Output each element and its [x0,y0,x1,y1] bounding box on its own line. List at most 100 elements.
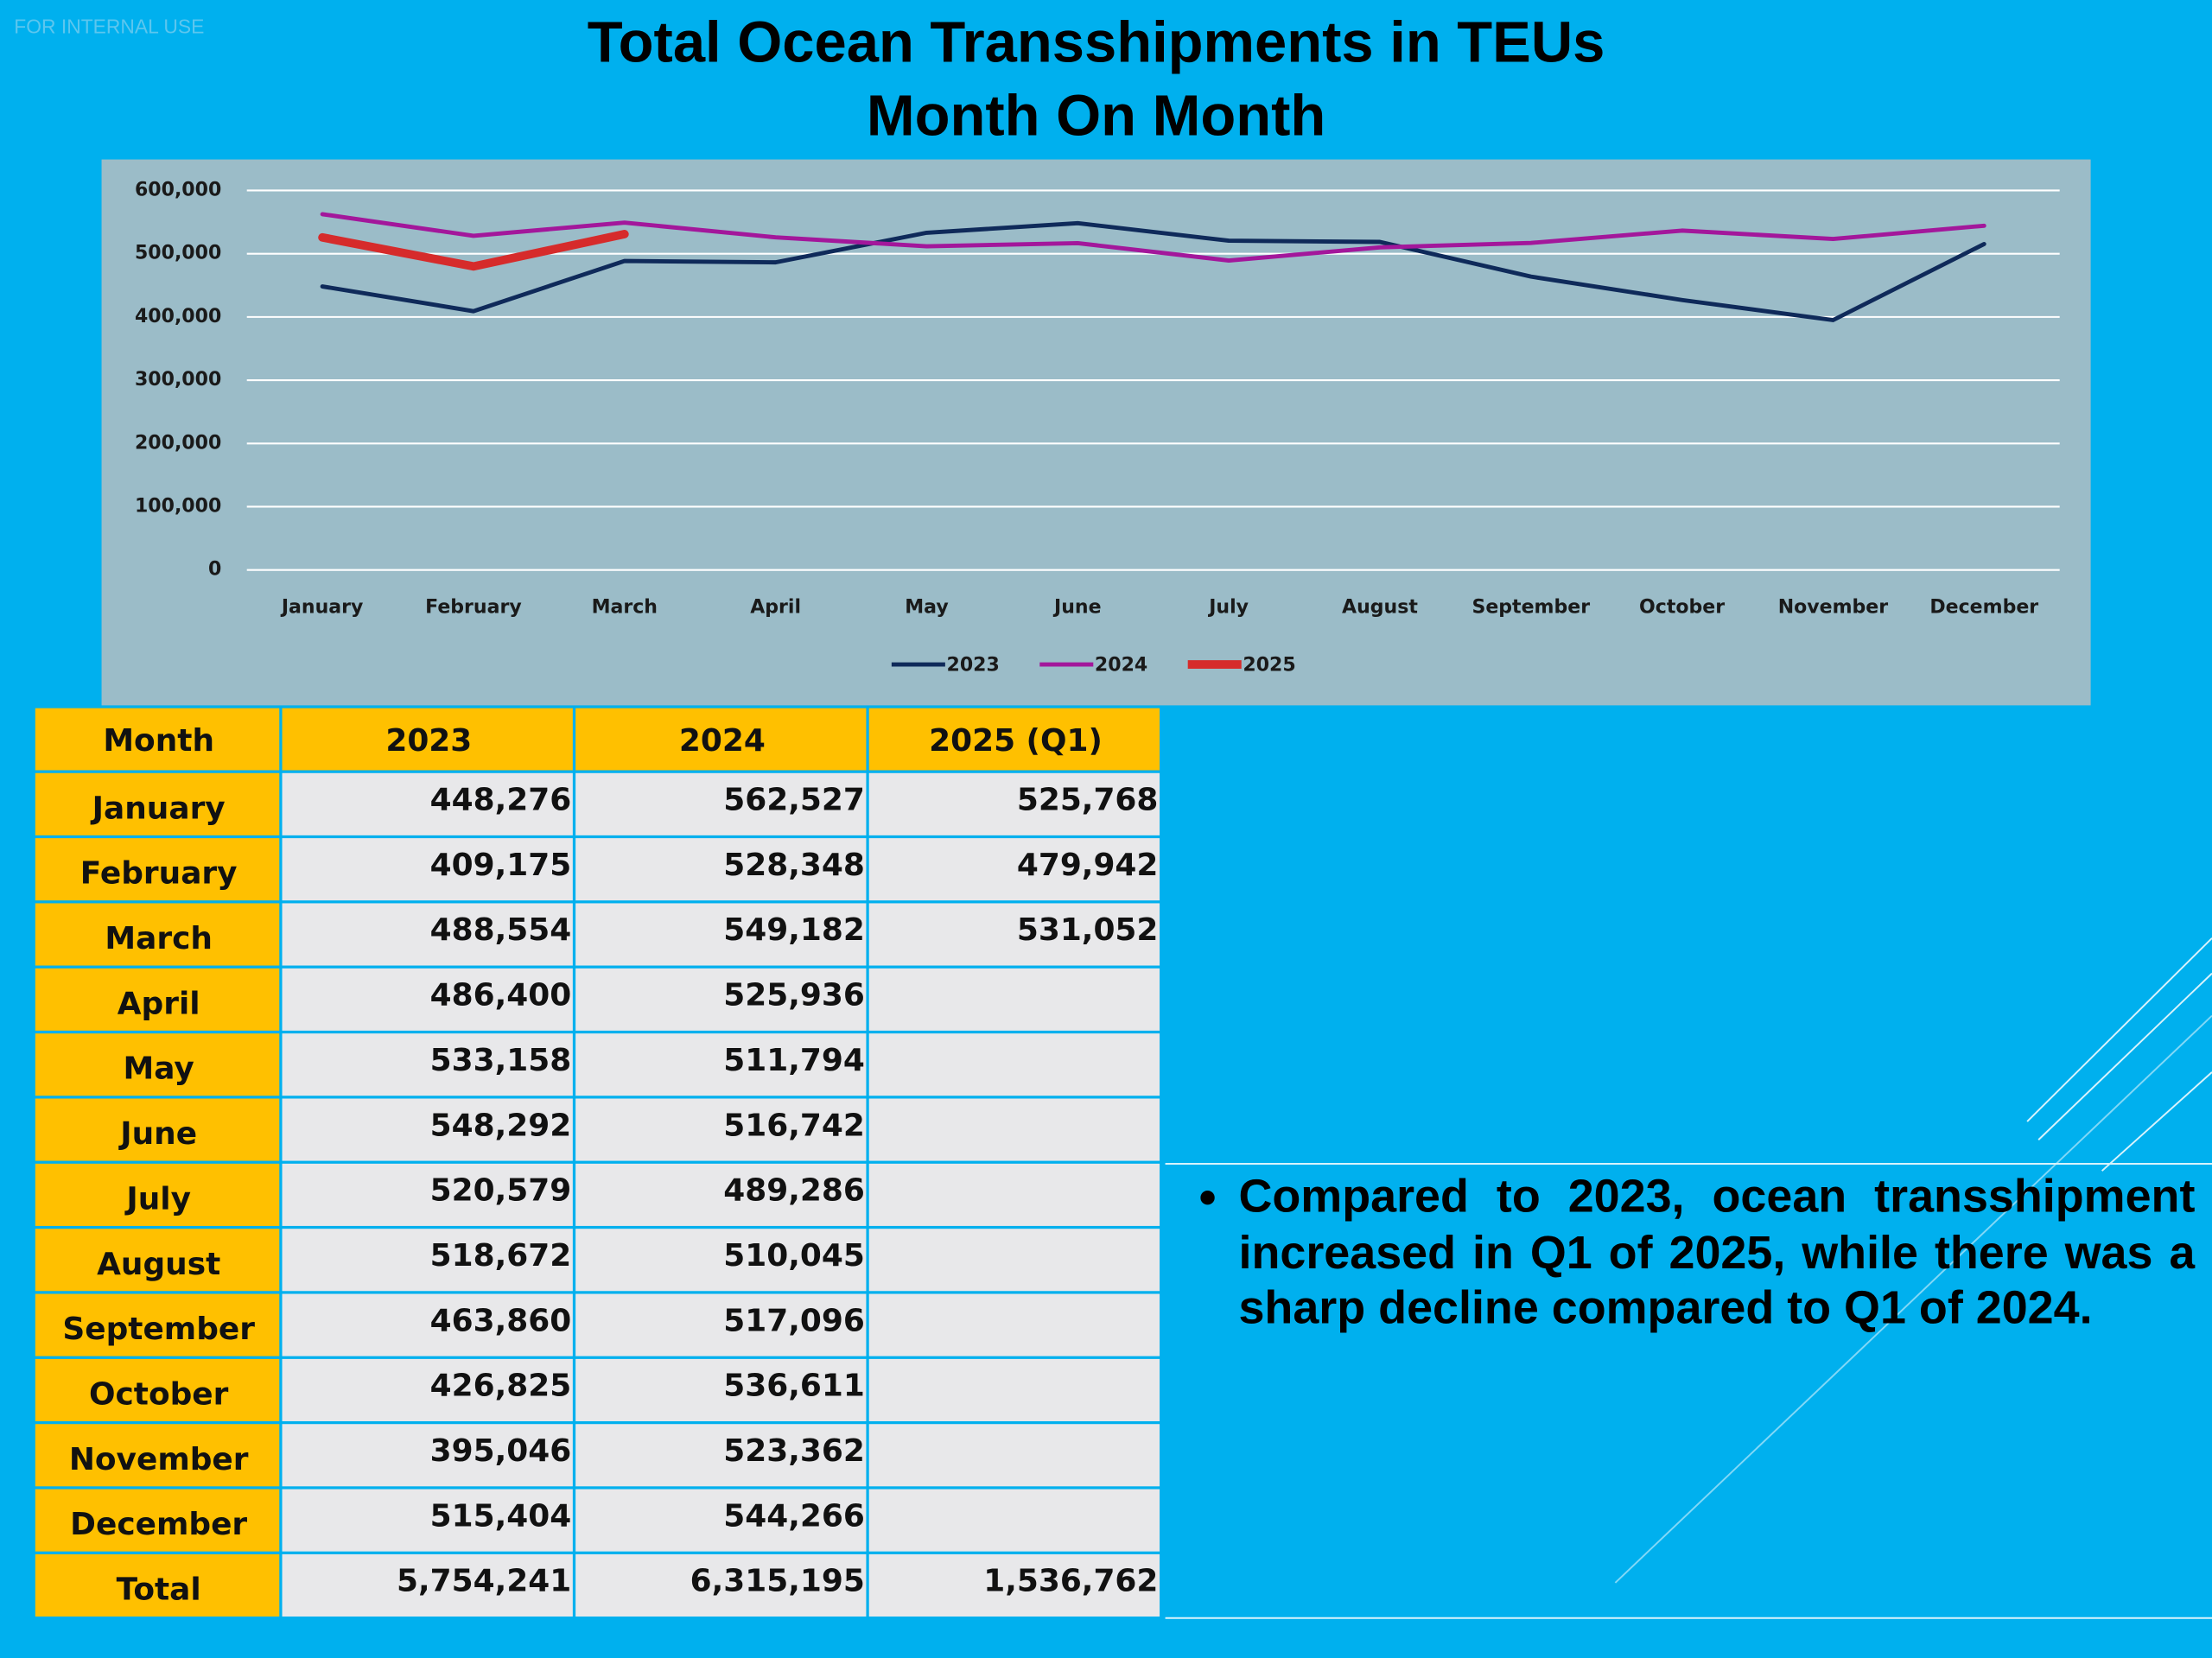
row-label: March [105,921,213,956]
table-cell [35,772,280,835]
cell-value: 516,742 [723,1108,865,1143]
table-cell [868,1163,1160,1226]
table-cell [282,772,573,835]
row-label: February [80,856,238,892]
header-label: 2024 [679,723,766,759]
cell-value: 510,045 [723,1238,865,1274]
table-cell [35,1229,280,1292]
table-cell [282,838,573,901]
x-tick-label: February [425,597,522,619]
table-cell [575,1489,867,1552]
row-label: November [69,1442,249,1477]
table-cell [575,1229,867,1292]
cell-value: 531,052 [1017,912,1159,948]
bullet-text: Compared to 2023, ocean transshipment in… [1238,1168,2195,1335]
table-cell [575,1293,867,1356]
cell-value: 486,400 [430,978,572,1013]
table-cell [868,1553,1160,1617]
table-cell [868,903,1160,966]
cell-value: 409,175 [430,848,572,883]
row-label: August [97,1247,220,1282]
cell-value: 548,292 [430,1108,572,1143]
x-tick-label: September [1471,597,1590,619]
table-cell [35,1293,280,1356]
x-tick-label: August [1342,597,1418,619]
row-label: Total [117,1572,201,1607]
cell-value: 523,362 [723,1433,865,1469]
table-cell [35,1489,280,1552]
x-tick-label: June [1052,597,1102,619]
bullet-box: Compared to 2023, ocean transshipment in… [1179,1168,2196,1451]
table-cell [35,968,280,1031]
table-cell [35,838,280,901]
cell-value: 479,942 [1017,848,1159,883]
table-cell [868,968,1160,1031]
table-cell [282,1553,573,1617]
table-cell [575,1163,867,1226]
table-cell [575,968,867,1031]
table-cell [868,838,1160,901]
table-cell [35,1358,280,1421]
table-cell [282,1033,573,1096]
x-tick-label: April [750,597,801,619]
cell-value: 511,794 [723,1043,865,1078]
y-tick-label: 300,000 [135,369,221,391]
cell-value: 5,754,241 [397,1564,571,1599]
header-cell [575,708,867,771]
table-cell [35,1098,280,1161]
row-label: June [118,1116,197,1152]
table-cell [575,772,867,835]
table-cell [35,903,280,966]
header-label: 2025 (Q1) [929,723,1103,759]
bullet-list: Compared to 2023, ocean transshipment in… [1179,1168,2195,1335]
table-cell [575,1553,867,1617]
table-cell [35,1033,280,1096]
table-cell [282,1098,573,1161]
header-cell [868,708,1160,771]
cell-value: 525,768 [1017,783,1159,818]
table-cell [35,1553,280,1617]
x-tick-label: November [1778,597,1889,619]
table-cell [282,1489,573,1552]
y-tick-label: 600,000 [135,179,221,200]
table-cell [868,1229,1160,1292]
table-cell [575,1424,867,1487]
table-cell [868,772,1160,835]
y-tick-label: 400,000 [135,306,221,327]
table-cell [282,1358,573,1421]
table-cell [282,1163,573,1226]
cell-value: 525,936 [723,978,865,1013]
cell-value: 395,046 [430,1433,572,1469]
row-label: October [89,1376,229,1412]
legend-label: 2023 [947,655,1000,677]
series-line [318,230,629,271]
table-cell [282,1424,573,1487]
chart-area [101,159,2091,706]
cell-value: 549,182 [723,912,865,948]
row-label: September [62,1312,255,1347]
table-cell [575,903,867,966]
header-cell [35,708,280,771]
header-label: 2023 [385,723,472,759]
y-tick-label: 100,000 [135,495,221,517]
cell-value: 533,158 [430,1043,572,1078]
chart-subtitle: Month On Month [867,84,1325,149]
table-cell [282,968,573,1031]
cell-value: 517,096 [723,1303,865,1338]
cell-value: 515,404 [430,1498,572,1534]
x-tick-label: July [1207,597,1249,619]
table-cell [868,1098,1160,1161]
table-cell [868,1489,1160,1552]
table-cell [868,1424,1160,1487]
header-cell [282,708,573,771]
y-tick-label: 500,000 [135,243,221,264]
cell-value: 426,825 [430,1369,572,1404]
x-tick-label: December [1929,597,2038,619]
cell-value: 489,286 [723,1173,865,1209]
y-tick-label: 0 [208,559,221,581]
table-cell [35,1163,280,1226]
decoration [1165,937,2212,1619]
cell-value: 518,672 [430,1238,572,1274]
table-cell [575,838,867,901]
